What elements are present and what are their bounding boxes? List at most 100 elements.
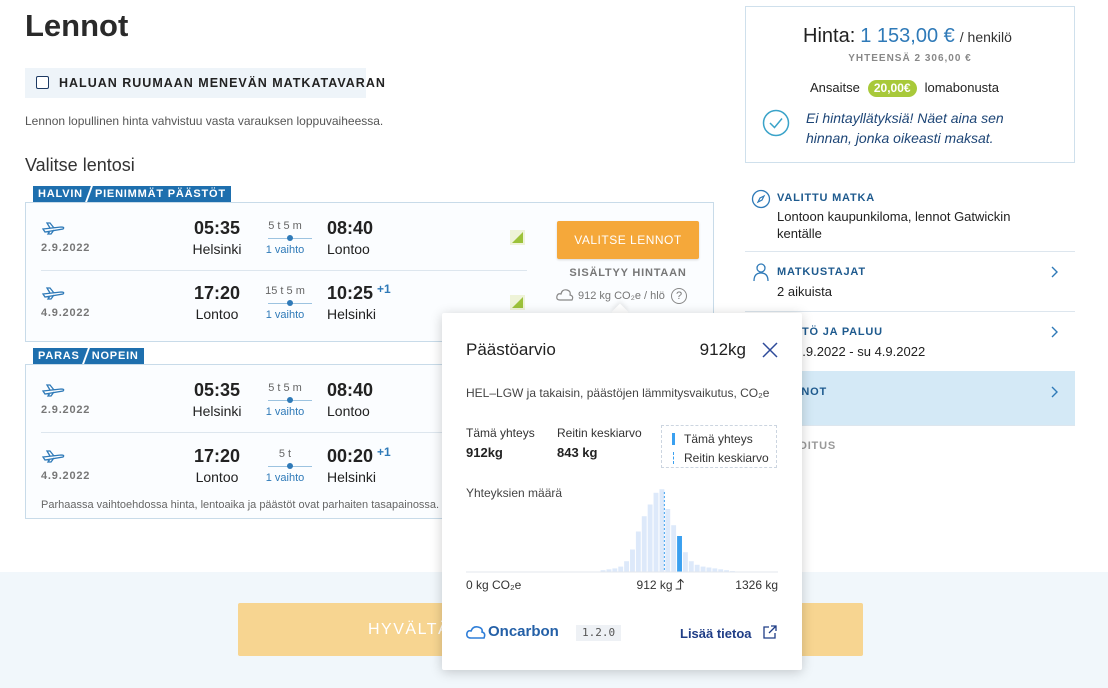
bonus-badge: 20,00€ — [867, 79, 917, 97]
compass-icon — [751, 189, 771, 209]
version: 1.2.0 — [576, 625, 622, 641]
icon-part — [1051, 386, 1058, 398]
departure-city: Helsinki — [192, 241, 242, 257]
icon-part — [753, 272, 769, 282]
section-title: Valitse lentosi — [25, 155, 135, 175]
arrival-city: Lontoo — [327, 403, 370, 419]
histogram-svg: 0 kg CO₂e 912 kg 1326 kg — [466, 489, 778, 592]
icon-part — [466, 626, 486, 639]
bar — [612, 568, 618, 572]
check-icon — [762, 109, 790, 137]
icon-part — [41, 287, 65, 300]
bar — [718, 569, 724, 572]
stop-dot — [287, 300, 293, 306]
arrival-time: 08:40 — [327, 380, 374, 400]
icon-part — [41, 450, 65, 463]
checkbox[interactable] — [36, 76, 49, 89]
icon-part — [769, 118, 783, 129]
arrival-city: Lontoo — [327, 241, 370, 257]
stops: 1 vaihto — [265, 406, 305, 418]
stop-dot — [287, 463, 293, 469]
bonus-suffix: lomabonusta — [924, 80, 1000, 95]
chevron[interactable] — [1050, 385, 1060, 399]
plane-icon — [41, 220, 67, 236]
step-detail: 2 aikuista — [777, 284, 832, 299]
icon-part — [1051, 326, 1058, 338]
step-row[interactable] — [745, 251, 1075, 311]
icon-part — [1051, 266, 1058, 278]
more-info-link[interactable]: Lisää tietoa — [680, 626, 752, 641]
bar — [641, 516, 647, 572]
icon-part — [762, 342, 778, 358]
external-link-icon[interactable] — [762, 624, 778, 640]
offer-note: Parhaassa vaihtoehdossa hinta, lentoaika… — [41, 499, 440, 511]
day-offset: +1 — [377, 282, 391, 296]
icon-part — [753, 263, 769, 282]
bar — [630, 549, 635, 572]
leg-date: 4.9.2022 — [41, 307, 91, 319]
icon-part — [756, 263, 766, 273]
x-tick-label: 912 kg — [637, 578, 673, 592]
popup-title: Päästöarvio — [466, 340, 556, 359]
leg-date: 2.9.2022 — [41, 404, 91, 416]
icon-part — [751, 189, 771, 209]
duration: 5 t — [278, 448, 292, 460]
arrival-time: 08:40 — [327, 218, 374, 238]
departure-city: Lontoo — [195, 469, 239, 485]
tag-divider — [85, 186, 93, 202]
bar — [647, 504, 653, 572]
airline-logo — [510, 230, 525, 245]
departure-time: 05:35 — [193, 380, 241, 400]
icon-part — [556, 289, 574, 301]
bar — [600, 570, 606, 572]
select-button-label[interactable]: VALITSE LENNOT — [574, 233, 682, 247]
bar — [635, 531, 641, 572]
brand-logo — [466, 625, 486, 639]
day-offset: +1 — [377, 445, 391, 459]
bar — [712, 568, 718, 572]
bar — [724, 570, 730, 572]
duration: 15 t 5 m — [265, 285, 305, 297]
icon-part — [466, 626, 486, 639]
close-button[interactable] — [762, 342, 778, 358]
help-icon[interactable]: ? — [671, 288, 687, 304]
offer-tags: PARAS NOPEIN — [33, 348, 144, 364]
chart-ylabel: Yhteyksien määrä — [466, 486, 563, 500]
bar — [706, 567, 712, 572]
chevron[interactable] — [1050, 265, 1060, 279]
chevron[interactable] — [1050, 325, 1060, 339]
bar — [606, 569, 612, 572]
stop-dot — [287, 397, 293, 403]
included-label: SISÄLTYY HINTAAN — [569, 267, 687, 279]
offer-tag: HALVIN — [38, 188, 83, 200]
bar — [659, 489, 665, 572]
icon-part — [510, 295, 525, 310]
x-tick-label: 0 kg CO₂e — [466, 578, 522, 592]
airline-logo — [510, 295, 525, 310]
icon-part — [41, 450, 65, 463]
arrival-time: 00:20 — [327, 446, 374, 466]
icon-part — [751, 189, 771, 209]
continue-label[interactable]: HYVÄLTÄ — [368, 621, 451, 638]
bar — [700, 566, 706, 572]
step-detail: Lontoon kaupunkiloma, lennot Gatwickin k… — [777, 209, 1011, 241]
bonus-prefix: Ansaitse — [810, 80, 860, 95]
baggage-box — [25, 68, 366, 98]
arrival-time: 10:25 — [327, 283, 374, 303]
step-separator — [745, 425, 1075, 426]
plane-icon — [41, 382, 67, 398]
arrival: 00:20 +1 — [327, 445, 391, 467]
duration: 5 t 5 m — [268, 382, 302, 394]
bar — [682, 552, 688, 572]
select-button[interactable]: VALITSE LENNOT — [557, 221, 699, 259]
icon-part — [41, 222, 65, 235]
stops: 1 vaihto — [265, 309, 305, 321]
departure-city: Helsinki — [192, 403, 242, 419]
bar — [618, 566, 624, 572]
offer-tags: HALVIN PIENIMMÄT PÄÄSTÖT — [33, 186, 231, 202]
baggage-label[interactable]: HALUAN RUUMAAN MENEVÄN MATKATAVARAN — [59, 76, 386, 90]
step-title: VALITTU MATKA — [777, 192, 875, 204]
icon-part — [41, 222, 65, 235]
highlight-bar — [677, 536, 682, 572]
arrival: 08:40 — [327, 217, 373, 239]
